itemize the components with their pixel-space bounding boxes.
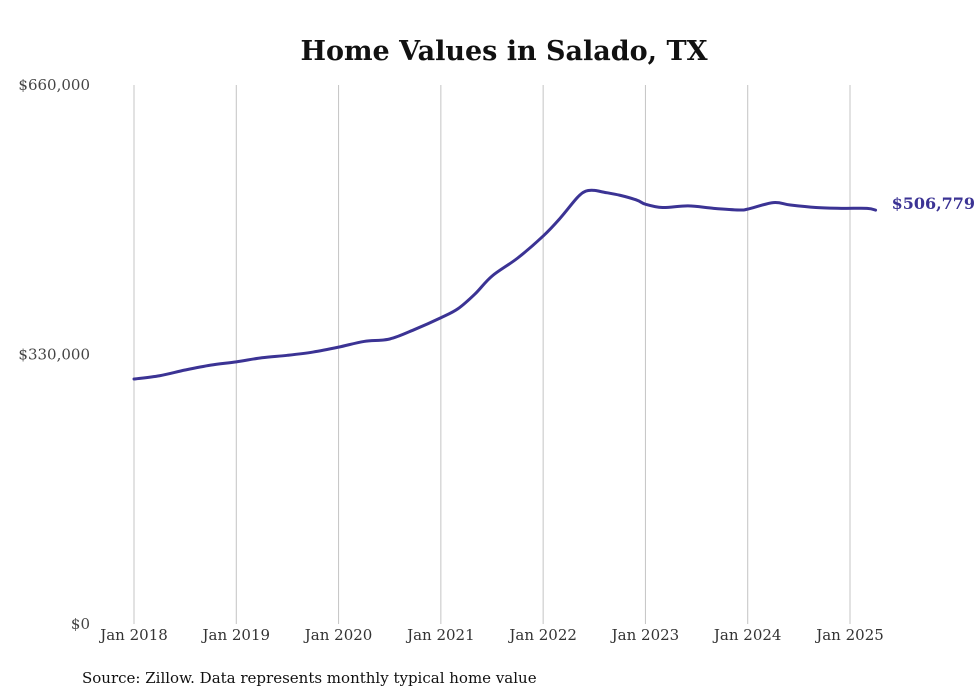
x-tick-label: Jan 2022 xyxy=(507,626,577,644)
y-axis: $0 $330,000 $660,000 xyxy=(18,76,90,633)
gridlines xyxy=(133,85,851,624)
x-tick-label: Jan 2025 xyxy=(814,626,884,644)
y-tick-label: $330,000 xyxy=(18,346,90,364)
chart-title: Home Values in Salado, TX xyxy=(300,36,707,67)
x-tick-label: Jan 2018 xyxy=(98,626,168,644)
y-tick-label: $0 xyxy=(71,615,90,633)
x-tick-label: Jan 2024 xyxy=(712,626,782,644)
x-tick-label: Jan 2021 xyxy=(405,626,475,644)
end-value-label: $506,779 xyxy=(892,194,976,213)
x-tick-label: Jan 2019 xyxy=(201,626,271,644)
source-note: Source: Zillow. Data represents monthly … xyxy=(82,669,537,687)
x-tick-label: Jan 2023 xyxy=(610,626,680,644)
x-axis: Jan 2018 Jan 2019 Jan 2020 Jan 2021 Jan 2022… xyxy=(98,626,884,644)
x-tick-label: Jan 2020 xyxy=(303,626,373,644)
series-line xyxy=(132,188,878,381)
y-tick-label: $660,000 xyxy=(18,76,90,94)
